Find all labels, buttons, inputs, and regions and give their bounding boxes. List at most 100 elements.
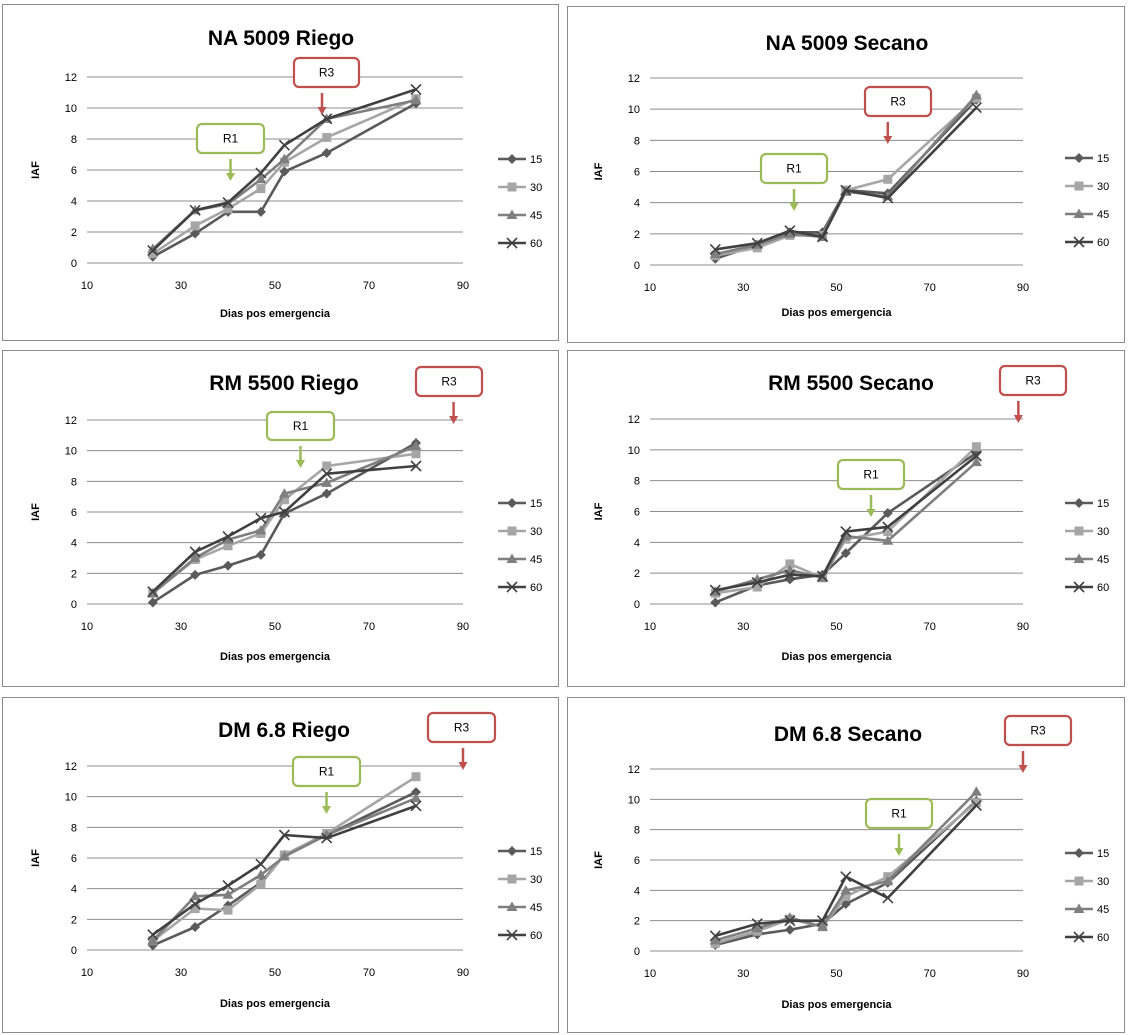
series-line: [714, 790, 978, 942]
data-point: [709, 248, 721, 259]
legend-marker: [1073, 208, 1085, 218]
legend-label: 45: [1097, 209, 1109, 221]
data-point: [255, 173, 267, 184]
data-point: [882, 192, 894, 204]
callout-r3-arrow-head: [1013, 415, 1023, 423]
callout-r3-label: R3: [1025, 374, 1041, 388]
x-mark-stroke: [189, 898, 201, 910]
callout-r3-label: R3: [441, 375, 457, 389]
series-line: [152, 804, 417, 936]
x-mark-stroke: [970, 102, 982, 114]
data-point: [784, 569, 796, 581]
data-point: [147, 929, 159, 941]
x-tick-label: 30: [175, 967, 187, 979]
data-point: [751, 918, 763, 930]
series-15: [147, 438, 421, 608]
legend-marker: [506, 929, 518, 941]
legend-marker: [507, 874, 517, 884]
data-point: [190, 221, 200, 231]
x-mark-stroke: [882, 192, 894, 204]
data-point: [751, 237, 763, 249]
x-tick-label: 50: [269, 967, 281, 979]
legend-item-60: 60: [498, 581, 542, 594]
chart-title: NA 5009 Secano: [766, 32, 929, 55]
legend-marker: [506, 209, 518, 219]
legend-label: 15: [530, 846, 542, 858]
y-tick-label: 2: [634, 229, 640, 241]
data-point: [189, 552, 201, 562]
x-mark-stroke: [321, 832, 333, 844]
series-line: [714, 98, 978, 260]
series-line: [715, 97, 978, 257]
data-point: [410, 440, 422, 451]
data-point: [411, 787, 421, 798]
x-mark-stroke: [709, 243, 721, 255]
x-tick-label: 10: [644, 968, 656, 980]
series-line: [714, 804, 978, 938]
data-point: [784, 912, 796, 922]
data-point: [970, 102, 982, 114]
callout-r3-box: [426, 711, 497, 744]
legend-label: 30: [1097, 181, 1109, 193]
x-tick-label: 90: [1017, 282, 1029, 294]
data-point: [321, 832, 333, 844]
callout-r1: R1: [864, 797, 934, 856]
legend-marker: [507, 846, 517, 856]
legend-marker: [507, 182, 517, 192]
y-tick-label: 4: [634, 198, 640, 210]
x-tick-label: 90: [457, 967, 469, 979]
callout-r1-arrow-head: [322, 806, 331, 814]
y-tick-label: 0: [71, 599, 77, 611]
data-point: [189, 204, 201, 216]
callout-r3-box: [1003, 714, 1073, 747]
series-line: [714, 801, 978, 945]
series-15: [147, 787, 421, 951]
callout-r3: R3: [998, 364, 1068, 423]
x-mark-stroke: [816, 231, 829, 243]
data-point: [222, 889, 234, 899]
series-30: [710, 93, 981, 261]
legend-item-30: 30: [498, 874, 542, 886]
x-mark-stroke: [255, 167, 267, 179]
callout-r1-arrow-head: [789, 203, 799, 211]
data-point: [840, 184, 852, 196]
x-tick-label: 10: [81, 280, 93, 292]
legend-item-15: 15: [498, 498, 542, 510]
data-point: [751, 576, 763, 588]
legend-item-15: 15: [1065, 153, 1109, 165]
legend-label: 15: [1097, 153, 1109, 165]
data-point: [279, 495, 289, 505]
callout-r1-box: [836, 458, 906, 491]
callout-r1-label: R1: [293, 419, 309, 433]
x-mark-stroke: [147, 586, 159, 598]
data-point: [189, 890, 201, 901]
y-tick-label: 2: [71, 568, 77, 580]
data-point: [882, 508, 893, 519]
x-mark-stroke: [189, 204, 201, 216]
legend-item-30: 30: [498, 526, 542, 538]
y-tick-label: 12: [65, 415, 77, 427]
callout-r3-label: R3: [890, 95, 906, 109]
chart-title: RM 5500 Secano: [768, 372, 934, 395]
x-mark-stroke: [506, 929, 518, 941]
x-mark-stroke: [784, 569, 796, 581]
y-tick-label: 10: [65, 792, 77, 804]
data-point: [882, 875, 894, 886]
callout-r3-box: [998, 364, 1068, 397]
x-mark-stroke: [784, 915, 796, 927]
y-tick-label: 4: [71, 884, 77, 896]
y-tick-label: 10: [628, 445, 640, 457]
x-mark-stroke: [840, 525, 852, 538]
data-point: [710, 597, 721, 608]
callout-r1: R1: [265, 410, 336, 468]
series-45: [709, 786, 982, 945]
callout-r3-arrow-head: [1018, 765, 1028, 773]
x-mark-stroke: [816, 915, 829, 927]
x-tick-label: 50: [269, 621, 281, 633]
data-point: [223, 204, 233, 214]
data-point: [816, 915, 829, 927]
x-tick-label: 30: [737, 282, 749, 294]
legend-marker: [1074, 498, 1084, 508]
x-tick-label: 30: [175, 280, 187, 292]
x-axis-label: Dias pos emergencia: [220, 651, 331, 663]
